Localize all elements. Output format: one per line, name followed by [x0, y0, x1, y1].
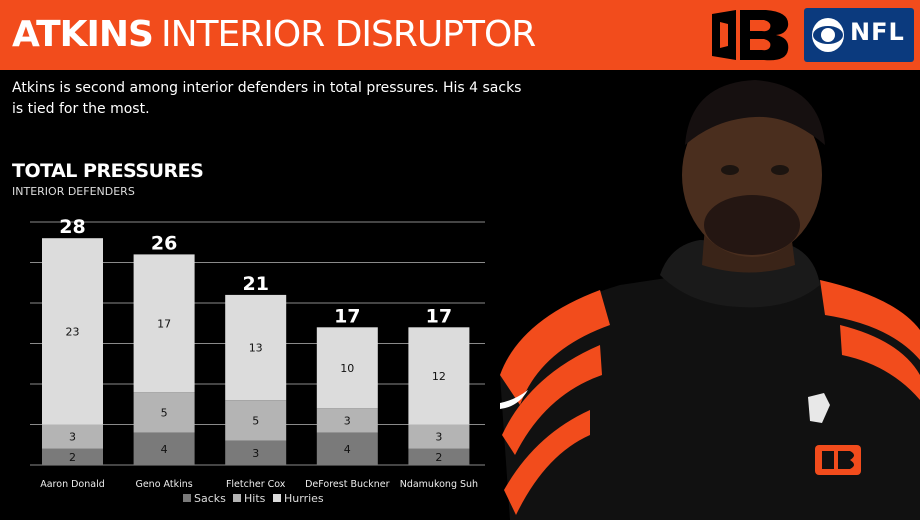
player-photo [500, 80, 920, 520]
segment-label: 10 [340, 362, 354, 375]
segment-label: 2 [69, 451, 76, 464]
header-bar: ATKINS INTERIOR DISRUPTOR NFL [0, 0, 920, 70]
bar-segment [316, 408, 378, 433]
chart-subtitle: INTERIOR DEFENDERS [12, 185, 135, 198]
category-label: Geno Atkins [135, 479, 192, 490]
bar-segment [225, 440, 287, 465]
segment-label: 2 [435, 451, 442, 464]
bar-segment [408, 448, 470, 465]
bar-segment [408, 424, 470, 449]
bar-segment [316, 327, 378, 409]
bar-segment [316, 432, 378, 465]
segment-label: 4 [161, 443, 168, 456]
total-label: 26 [151, 232, 177, 254]
total-label: 21 [242, 273, 268, 295]
bengals-logo-icon [712, 10, 789, 61]
category-label: Aaron Donald [40, 479, 105, 490]
bar-segment [42, 238, 103, 425]
segment-label: 5 [252, 414, 259, 427]
nfl-label: NFL [850, 18, 905, 46]
legend-swatch [183, 494, 191, 502]
title-strong: ATKINS [12, 14, 154, 55]
legend-label: Hurries [284, 492, 324, 505]
bar-segment [42, 424, 103, 449]
total-label: 28 [59, 216, 85, 238]
category-label: DeForest Buckner [305, 479, 389, 490]
bar-segment [133, 254, 195, 393]
segment-label: 17 [157, 317, 171, 330]
category-label: Ndamukong Suh [400, 479, 478, 490]
legend-swatch [233, 494, 241, 502]
total-label: 17 [426, 305, 452, 327]
bar-segment [133, 432, 195, 465]
title-light: INTERIOR DISRUPTOR [160, 14, 536, 55]
segment-label: 3 [69, 431, 76, 444]
legend-label: Sacks [194, 492, 226, 505]
legend-label: Hits [244, 492, 266, 505]
category-label: Fletcher Cox [226, 479, 286, 490]
segment-label: 13 [249, 342, 263, 355]
bar-segment [42, 448, 103, 465]
bar-segment [225, 294, 287, 401]
page-title: ATKINS INTERIOR DISRUPTOR [12, 12, 536, 58]
segment-label: 3 [252, 447, 259, 460]
bar-segment [225, 400, 287, 441]
segment-label: 12 [432, 370, 446, 383]
segment-label: 5 [161, 406, 168, 419]
total-label: 17 [334, 305, 360, 327]
bar-segment [408, 327, 470, 425]
segment-label: 3 [435, 431, 442, 444]
legend-swatch [273, 494, 281, 502]
chart-title: TOTAL PRESSURES [12, 160, 204, 182]
cbs-nfl-logo: NFL [804, 8, 914, 62]
subtitle-text: Atkins is second among interior defender… [12, 80, 522, 117]
segment-label: 23 [66, 325, 80, 338]
segment-label: 3 [344, 414, 351, 427]
bar-segment [133, 392, 195, 433]
segment-label: 4 [344, 443, 351, 456]
cbs-eye-icon [812, 18, 844, 52]
